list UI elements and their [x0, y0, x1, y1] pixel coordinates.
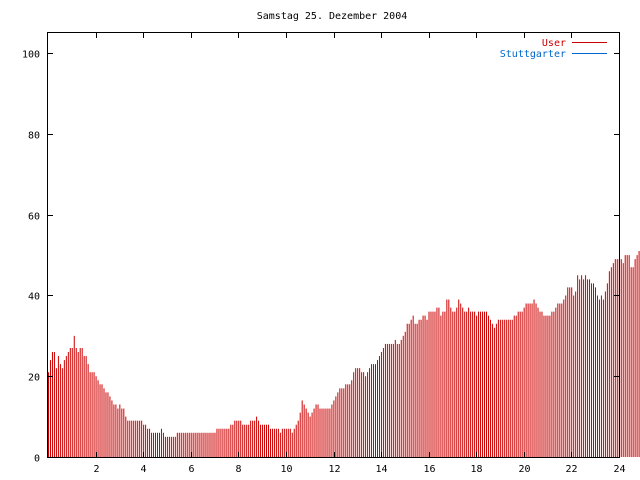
- y-tick-label: 100: [22, 50, 40, 61]
- x-tick-label: 20: [518, 464, 530, 475]
- legend-label: Stuttgarter: [500, 49, 566, 60]
- plot-frame: [47, 32, 620, 458]
- x-tick-label: 16: [423, 464, 435, 475]
- bar-group: [48, 251, 640, 457]
- y-tick-label: 20: [28, 373, 40, 384]
- chart-title: Samstag 25. Dezember 2004: [257, 11, 408, 22]
- y-axis: 0 20 40 60 80 100: [22, 50, 619, 465]
- x-tick-label: 10: [280, 464, 292, 475]
- x-tick-label: 6: [188, 464, 194, 475]
- y-tick-label: 60: [28, 212, 40, 223]
- y-tick-label: 0: [34, 454, 40, 465]
- x-tick-label: 8: [235, 464, 241, 475]
- x-tick-label: 24: [613, 464, 625, 475]
- x-tick-label: 22: [565, 464, 577, 475]
- legend-label: User: [542, 38, 566, 49]
- x-tick-label: 12: [328, 464, 340, 475]
- x-tick-label: 4: [140, 464, 146, 475]
- x-axis: 2 4 6 8 10 12 14 16 18 20 22 24: [93, 33, 626, 475]
- y-tick-label: 40: [28, 292, 40, 303]
- x-tick-label: 14: [375, 464, 387, 475]
- y-tick-label: 80: [28, 131, 40, 142]
- x-tick-label: 18: [470, 464, 482, 475]
- x-tick-label: 2: [93, 464, 99, 475]
